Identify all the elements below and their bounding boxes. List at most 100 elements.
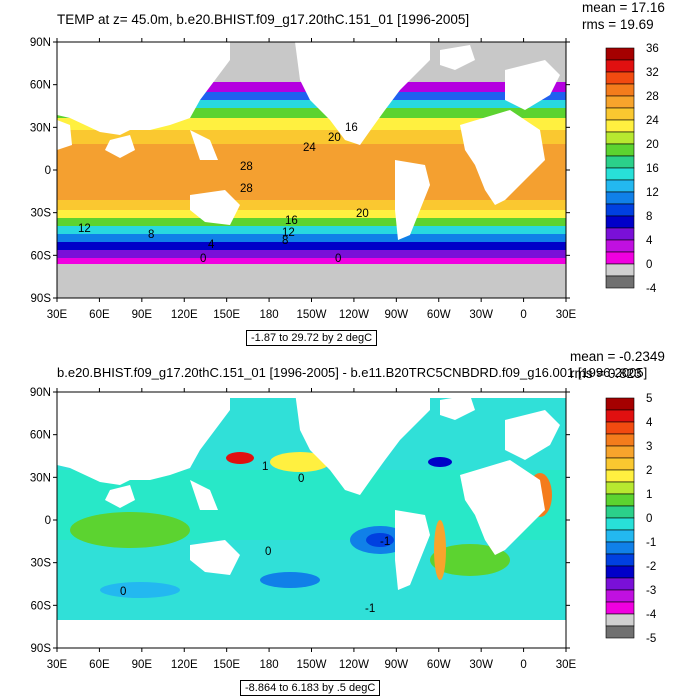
contour-label: 0 — [298, 473, 304, 485]
contour-label: 0 — [120, 586, 126, 598]
panel2-range-label: -8.864 to 6.183 by .5 degC — [240, 680, 381, 696]
contour-label: 1 — [262, 461, 268, 473]
lon-tick-label: 30E — [556, 659, 577, 671]
panel1-title: TEMP at z= 45.0m, b.e20.BHIST.f09_g17.20… — [57, 12, 470, 27]
panel1-rms: rms = 19.69 — [582, 17, 654, 32]
lat-tick-label: 30S — [31, 558, 52, 570]
panel2-mean: mean = -0.2349 — [570, 349, 665, 364]
colorbar-label: -5 — [646, 633, 656, 645]
colorbar-label: 8 — [646, 211, 652, 223]
colorbar-swatch — [605, 469, 635, 483]
lon-tick-label: 120W — [339, 659, 369, 671]
contour-label: 8 — [148, 229, 154, 241]
colorbar-swatch — [605, 517, 635, 531]
panel1-colorbar: 36 32 28 24 20 16 12 8 4 0 -4 — [605, 43, 659, 295]
colorbar-swatch — [605, 95, 635, 109]
lon-tick-label: 30E — [47, 659, 68, 671]
lat-tick-label: 0 — [45, 515, 51, 527]
colorbar-label: 24 — [646, 115, 659, 127]
lat-tick-label: 90S — [31, 643, 52, 655]
colorbar-swatch — [605, 275, 635, 289]
colorbar-label: -1 — [646, 537, 656, 549]
contour-label: -1 — [365, 603, 375, 615]
lat-tick-label: 90N — [30, 387, 51, 399]
colorbar-label: -4 — [646, 609, 657, 621]
colorbar-swatch — [605, 433, 635, 447]
colorbar-label: 28 — [646, 91, 659, 103]
lon-tick-label: 150E — [213, 659, 240, 671]
lon-tick-label: 0 — [520, 309, 526, 321]
lon-tick-label: 150W — [296, 309, 326, 321]
lat-tick-label: 30N — [30, 122, 51, 134]
colorbar-swatch — [605, 589, 635, 603]
contour-label: -1 — [380, 536, 390, 548]
colorbar-swatch — [605, 251, 635, 265]
colorbar-swatch — [605, 397, 635, 411]
colorbar-label: -3 — [646, 585, 656, 597]
panel1-axes: 90N 60N 30N 0 30S 60S 90S 30E 60E 90E 120E 150E 180 1… — [30, 37, 577, 321]
colorbar-swatch — [605, 227, 635, 241]
colorbar-swatch — [605, 421, 635, 435]
contour-label: 8 — [282, 235, 288, 247]
colorbar-swatch — [605, 83, 635, 97]
lon-tick-label: 150E — [213, 309, 240, 321]
contour-label: 28 — [240, 183, 253, 195]
lon-tick-label: 30W — [469, 659, 493, 671]
panel2-contour-labels: 1 0 0 0 -1 -1 — [120, 461, 390, 615]
colorbar-label: 12 — [646, 187, 659, 199]
lat-tick-label: 30S — [31, 208, 52, 220]
lon-tick-label: 60W — [427, 309, 451, 321]
colorbar-label: 36 — [646, 43, 659, 55]
colorbar-swatch — [605, 191, 635, 205]
contour-label: 16 — [345, 122, 358, 134]
panel1-contour-labels: 16 20 24 28 28 20 16 12 12 8 8 4 0 0 — [78, 122, 369, 265]
contour-label: 16 — [285, 215, 298, 227]
contour-label: 0 — [265, 546, 271, 558]
colorbar-swatch — [605, 457, 635, 471]
lon-tick-label: 120W — [339, 309, 369, 321]
colorbar-label: 20 — [646, 139, 659, 151]
colorbar-swatch — [605, 239, 635, 253]
panel2-axes: 90N 60N 30N 0 30S 60S 90S 30E 60E 90E 120E 150E 180 1… — [30, 387, 577, 671]
colorbar-swatch — [605, 445, 635, 459]
colorbar-label: 1 — [646, 489, 652, 501]
colorbar-swatch — [605, 203, 635, 217]
lat-tick-label: 0 — [45, 165, 51, 177]
colorbar-swatch — [605, 553, 635, 567]
colorbar-swatch — [605, 119, 635, 133]
lon-tick-label: 180 — [259, 659, 278, 671]
contour-label: 12 — [78, 223, 91, 235]
colorbar-swatch — [605, 409, 635, 423]
lat-tick-label: 60N — [30, 430, 51, 442]
contour-label: 0 — [335, 253, 341, 265]
lon-tick-label: 90W — [385, 659, 409, 671]
lon-tick-label: 0 — [520, 659, 526, 671]
colorbar-label: 5 — [646, 393, 652, 405]
colorbar-swatch — [605, 493, 635, 507]
colorbar-swatch — [605, 541, 635, 555]
lat-tick-label: 30N — [30, 472, 51, 484]
colorbar-swatch — [605, 143, 635, 157]
lon-tick-label: 120E — [171, 309, 198, 321]
lon-tick-label: 180 — [259, 309, 278, 321]
colorbar-swatch — [605, 59, 635, 73]
colorbar-label: 16 — [646, 163, 659, 175]
lon-tick-label: 90W — [385, 309, 409, 321]
colorbar-label: 0 — [646, 513, 652, 525]
lon-tick-label: 150W — [296, 659, 326, 671]
colorbar-swatch — [605, 179, 635, 193]
colorbar-label: 32 — [646, 67, 659, 79]
panel2-title: b.e20.BHIST.f09_g17.20thC.151_01 [1996-2… — [57, 365, 648, 380]
lat-tick-label: 60S — [31, 600, 52, 612]
lat-tick-label: 60N — [30, 80, 51, 92]
colorbar-swatch — [605, 481, 635, 495]
colorbar-swatch — [605, 505, 635, 519]
lon-tick-label: 120E — [171, 659, 198, 671]
lat-tick-label: 90S — [31, 293, 52, 305]
lon-tick-label: 30E — [556, 309, 577, 321]
panel2-land — [57, 392, 566, 648]
lat-tick-label: 90N — [30, 37, 51, 49]
lon-tick-label: 60E — [89, 659, 110, 671]
colorbar-label: -4 — [646, 283, 657, 295]
